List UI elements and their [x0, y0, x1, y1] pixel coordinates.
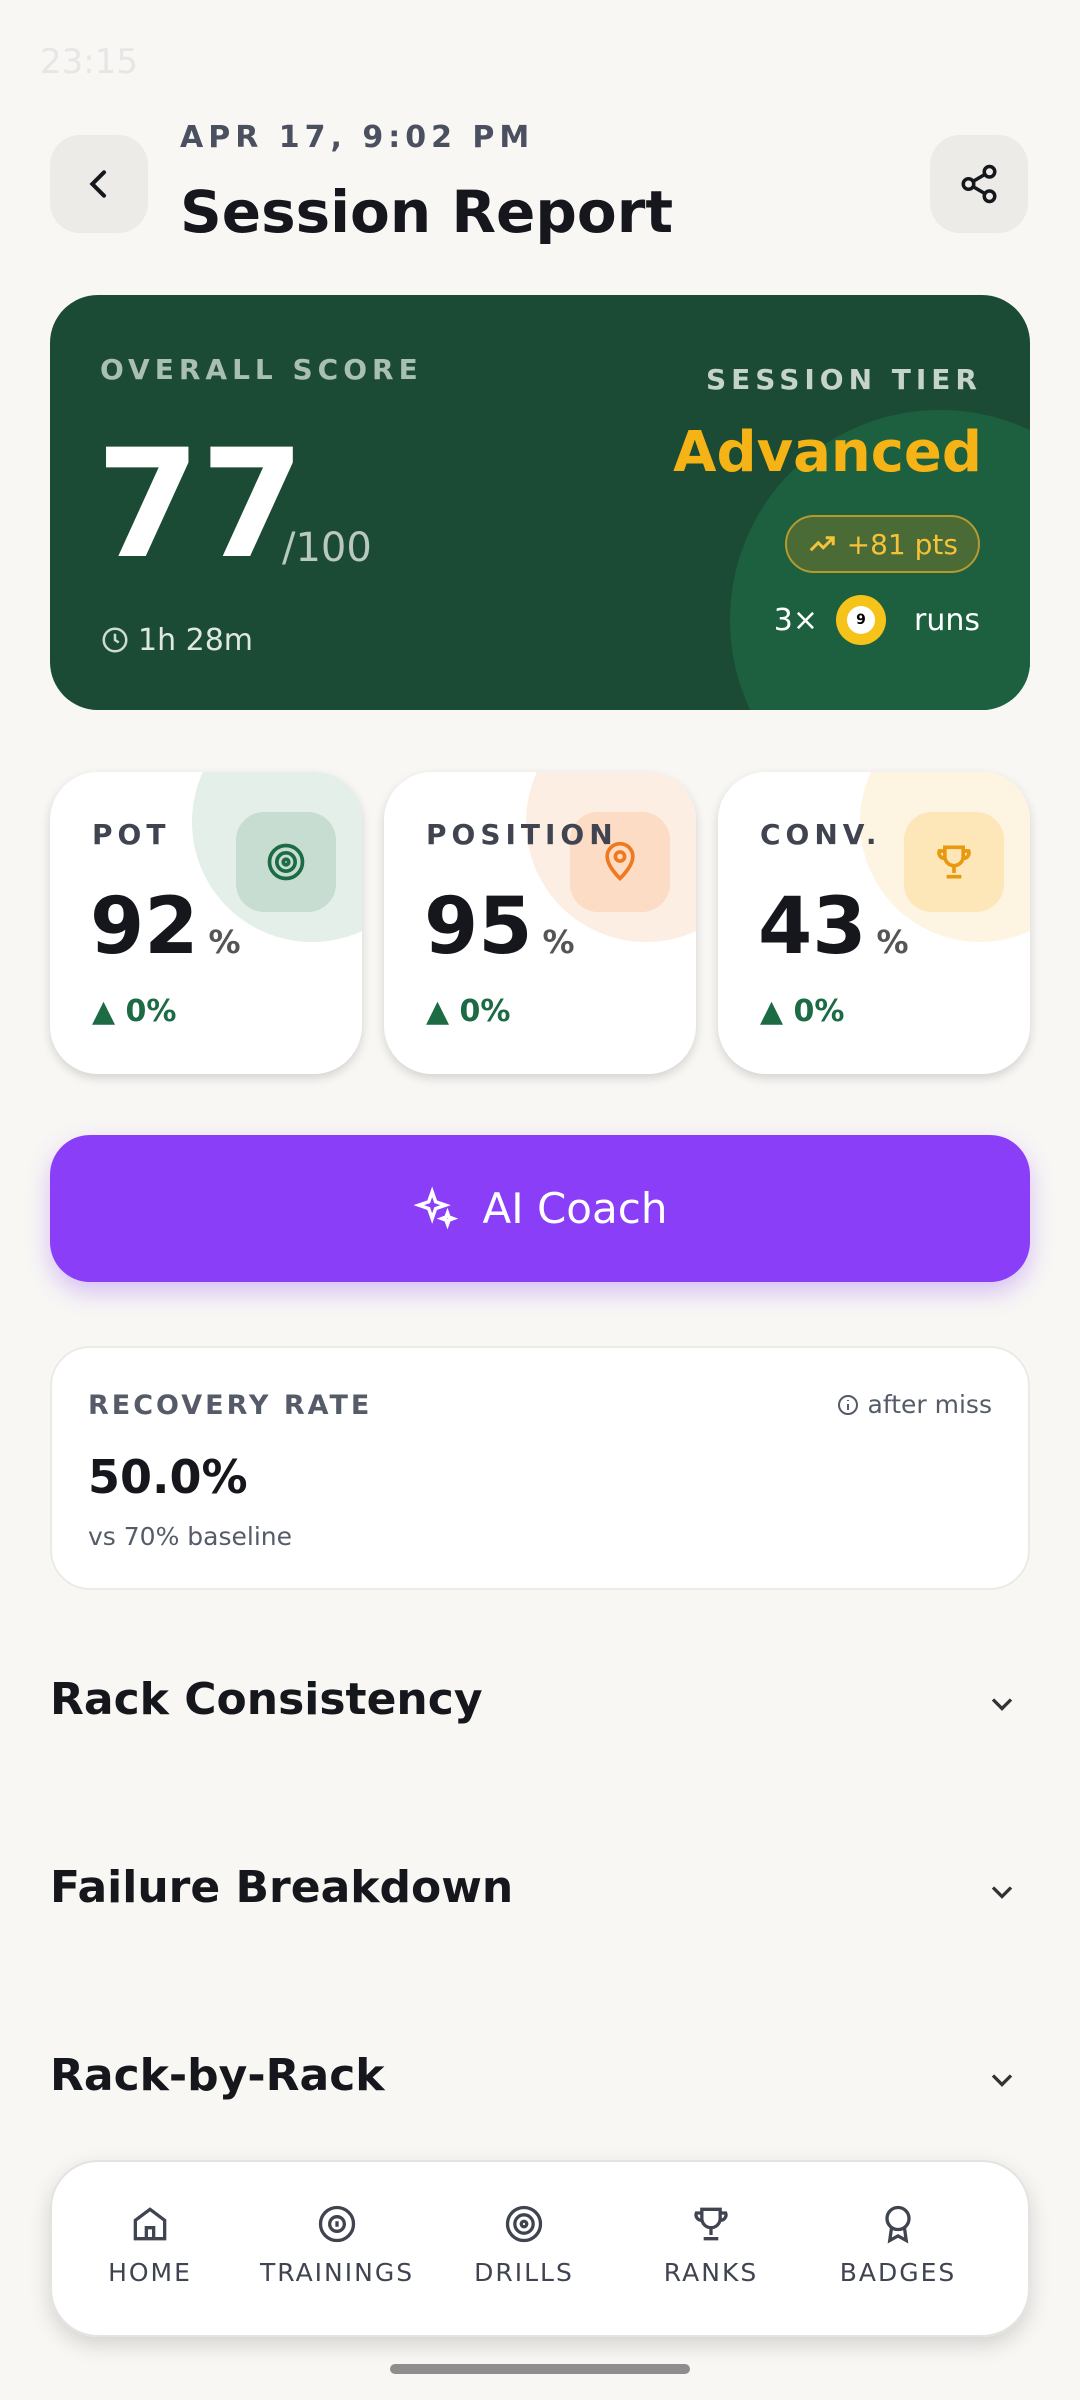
clock-icon — [102, 627, 128, 653]
stat-card: CONV. 43% ▲ 0% — [718, 772, 1030, 1074]
nav-home[interactable]: HOME — [52, 2202, 248, 2287]
recovery-value: 50.0% — [88, 1450, 248, 1504]
section-title[interactable]: Rack Consistency — [50, 1674, 483, 1725]
nav-trainings[interactable]: TRAININGS — [239, 2202, 435, 2287]
stat-label: POT — [92, 818, 171, 851]
status-time: 23:15 — [40, 42, 138, 82]
title: Session Report — [180, 178, 674, 246]
section-title[interactable]: Failure Breakdown — [50, 1862, 514, 1913]
change: 0% — [459, 994, 511, 1029]
stat-change: ▲ 0% — [92, 994, 177, 1029]
nav-label: HOME — [108, 2258, 192, 2287]
ai-coach-button[interactable]: AI Coach — [50, 1135, 1030, 1282]
ball: 9 — [836, 595, 886, 645]
recovery-note: after miss — [836, 1390, 992, 1419]
nav-badges[interactable]: BADGES — [800, 2202, 996, 2287]
points-badge: +81 pts — [784, 515, 980, 573]
chevron[interactable] — [984, 1686, 1020, 1722]
share-button[interactable] — [930, 135, 1028, 233]
stat-label: POSITION — [426, 818, 618, 851]
nav-label: RANKS — [663, 2258, 759, 2287]
value: 92 — [90, 882, 199, 972]
stat-change: ▲ 0% — [426, 994, 511, 1029]
recovery-baseline: vs 70% baseline — [88, 1522, 292, 1551]
section-title[interactable]: Rack-by-Rack — [50, 2050, 385, 2101]
tier: Advanced — [673, 420, 982, 485]
stat-value: 95% — [424, 882, 575, 972]
home-indicator — [390, 2364, 690, 2374]
date: APR 17, 9:02 PM — [180, 120, 535, 155]
runs-label: runs — [914, 602, 980, 638]
note: after miss — [867, 1390, 992, 1419]
chevron[interactable] — [984, 1874, 1020, 1910]
target-icon — [236, 812, 336, 912]
recovery-label: RECOVERY RATE — [88, 1390, 373, 1421]
points: +81 pts — [846, 527, 958, 561]
stat-value: 43% — [758, 882, 909, 972]
duration: 1h 28m — [138, 623, 254, 658]
chevron[interactable] — [984, 2062, 1020, 2098]
unit: % — [208, 923, 241, 961]
nav-label: TRAININGS — [259, 2258, 415, 2287]
change: 0% — [793, 994, 845, 1029]
runs-count: 3× — [773, 602, 818, 638]
score-label: OVERALL SCORE — [100, 353, 423, 386]
nav-label: BADGES — [839, 2258, 957, 2287]
ai-coach-label: AI Coach — [482, 1184, 668, 1233]
stat-value: 92% — [90, 882, 241, 972]
bottom-nav: HOME TRAININGS DRILLS RANKS BADGES — [50, 2160, 1030, 2337]
stat-change: ▲ 0% — [760, 994, 845, 1029]
unit: % — [876, 923, 909, 961]
change: 0% — [125, 994, 177, 1029]
score-card: OVERALL SCORE 77 /100 1h 28m SESSION TIE… — [50, 295, 1030, 710]
nav-drills[interactable]: DRILLS — [426, 2202, 622, 2287]
ball-number: 9 — [847, 606, 875, 634]
value: 95 — [424, 882, 533, 972]
back-button[interactable] — [50, 135, 148, 233]
recovery-card: RECOVERY RATE after miss 50.0% vs 70% ba… — [50, 1346, 1030, 1590]
trophy-icon — [904, 812, 1004, 912]
tier-label: SESSION TIER — [706, 363, 982, 396]
pin-icon — [570, 812, 670, 912]
nav-label: DRILLS — [474, 2258, 574, 2287]
runs: 3× 9 runs — [774, 595, 980, 645]
stat-card: POT 92% ▲ 0% — [50, 772, 362, 1074]
value: 43 — [758, 882, 867, 972]
score-max: /100 — [282, 525, 372, 571]
stat-card: POSITION 95% ▲ 0% — [384, 772, 696, 1074]
unit: % — [542, 923, 575, 961]
nav-ranks[interactable]: RANKS — [613, 2202, 809, 2287]
score: 77 — [96, 418, 305, 592]
stat-label: CONV. — [760, 818, 882, 851]
